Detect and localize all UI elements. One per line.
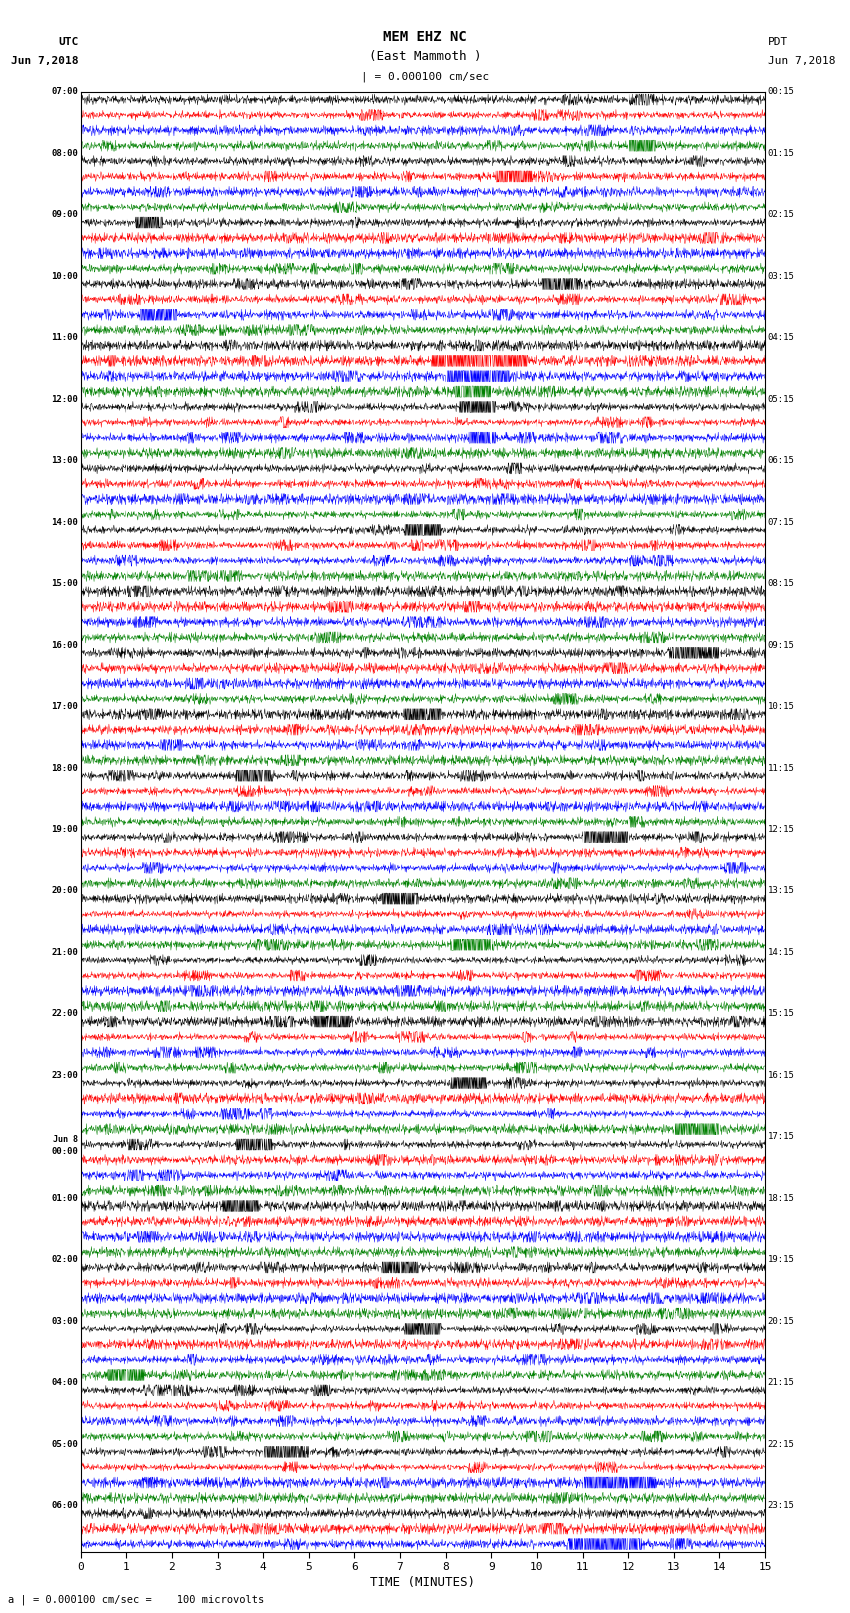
- Text: 02:00: 02:00: [51, 1255, 78, 1265]
- Text: Jun 8: Jun 8: [54, 1136, 78, 1144]
- Text: 01:00: 01:00: [51, 1194, 78, 1203]
- Text: 09:00: 09:00: [51, 210, 78, 219]
- Text: 05:00: 05:00: [51, 1440, 78, 1448]
- Text: 02:15: 02:15: [768, 210, 795, 219]
- Text: 23:00: 23:00: [51, 1071, 78, 1079]
- Text: 14:15: 14:15: [768, 948, 795, 957]
- Text: 16:15: 16:15: [768, 1071, 795, 1079]
- Text: 21:15: 21:15: [768, 1378, 795, 1387]
- Text: 21:00: 21:00: [51, 948, 78, 957]
- Text: (East Mammoth ): (East Mammoth ): [369, 50, 481, 63]
- Text: 10:15: 10:15: [768, 702, 795, 711]
- Text: Jun 7,2018: Jun 7,2018: [11, 56, 78, 66]
- Text: 17:15: 17:15: [768, 1132, 795, 1142]
- X-axis label: TIME (MINUTES): TIME (MINUTES): [371, 1576, 475, 1589]
- Text: UTC: UTC: [58, 37, 78, 47]
- Text: 04:15: 04:15: [768, 334, 795, 342]
- Text: 20:15: 20:15: [768, 1316, 795, 1326]
- Text: 07:15: 07:15: [768, 518, 795, 527]
- Text: 06:00: 06:00: [51, 1502, 78, 1510]
- Text: 13:00: 13:00: [51, 456, 78, 465]
- Text: 00:15: 00:15: [768, 87, 795, 97]
- Text: 22:15: 22:15: [768, 1440, 795, 1448]
- Text: a | = 0.000100 cm/sec =    100 microvolts: a | = 0.000100 cm/sec = 100 microvolts: [8, 1594, 264, 1605]
- Text: Jun 7,2018: Jun 7,2018: [768, 56, 835, 66]
- Text: 11:00: 11:00: [51, 334, 78, 342]
- Text: 00:00: 00:00: [51, 1147, 78, 1155]
- Text: 15:00: 15:00: [51, 579, 78, 589]
- Text: 18:15: 18:15: [768, 1194, 795, 1203]
- Text: 10:00: 10:00: [51, 273, 78, 281]
- Text: 05:15: 05:15: [768, 395, 795, 403]
- Text: 13:15: 13:15: [768, 887, 795, 895]
- Text: 20:00: 20:00: [51, 887, 78, 895]
- Text: 06:15: 06:15: [768, 456, 795, 465]
- Text: 16:00: 16:00: [51, 640, 78, 650]
- Text: 14:00: 14:00: [51, 518, 78, 527]
- Text: 11:15: 11:15: [768, 763, 795, 773]
- Text: 19:00: 19:00: [51, 824, 78, 834]
- Text: 07:00: 07:00: [51, 87, 78, 97]
- Text: MEM EHZ NC: MEM EHZ NC: [383, 29, 467, 44]
- Text: 18:00: 18:00: [51, 763, 78, 773]
- Text: 03:00: 03:00: [51, 1316, 78, 1326]
- Text: 08:00: 08:00: [51, 148, 78, 158]
- Text: 04:00: 04:00: [51, 1378, 78, 1387]
- Text: 22:00: 22:00: [51, 1010, 78, 1018]
- Text: | = 0.000100 cm/sec: | = 0.000100 cm/sec: [361, 71, 489, 82]
- Text: 15:15: 15:15: [768, 1010, 795, 1018]
- Text: 12:00: 12:00: [51, 395, 78, 403]
- Text: 09:15: 09:15: [768, 640, 795, 650]
- Text: 19:15: 19:15: [768, 1255, 795, 1265]
- Text: 01:15: 01:15: [768, 148, 795, 158]
- Text: 03:15: 03:15: [768, 273, 795, 281]
- Text: 17:00: 17:00: [51, 702, 78, 711]
- Text: PDT: PDT: [768, 37, 788, 47]
- Text: 08:15: 08:15: [768, 579, 795, 589]
- Text: 23:15: 23:15: [768, 1502, 795, 1510]
- Text: 12:15: 12:15: [768, 824, 795, 834]
